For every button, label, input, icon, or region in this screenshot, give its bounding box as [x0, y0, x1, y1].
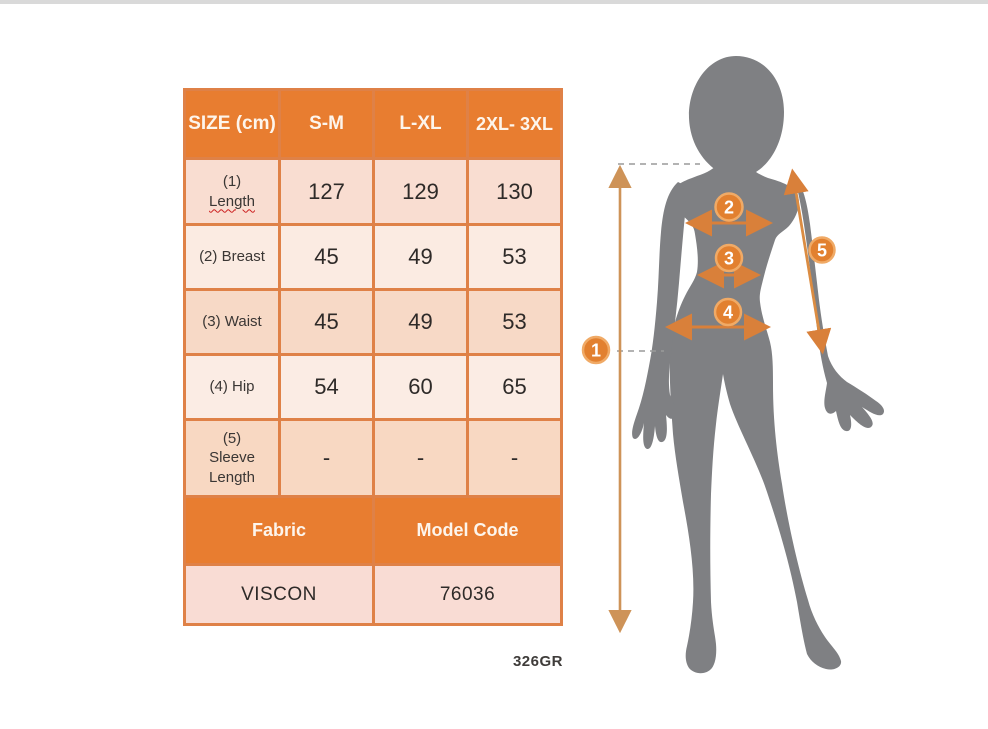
top-edge-divider	[0, 0, 988, 4]
marker-length: 1	[581, 335, 611, 365]
silhouette-right-arm	[795, 176, 885, 432]
sleeve-measure-arrow	[783, 168, 832, 355]
row-label-breast: (2) Breast	[183, 223, 281, 291]
color-code-label: 326GR	[512, 653, 563, 670]
sleeve-value-2xl3xl: -	[466, 418, 563, 498]
table-row-breast: (2) Breast 45 49 53	[183, 223, 563, 291]
svg-text:4: 4	[723, 303, 733, 323]
measurement-figure: 1 2 3 4 5	[575, 40, 980, 700]
row-label-hip: (4) Hip	[183, 353, 281, 421]
sleeve-value-lxl: -	[372, 418, 469, 498]
marker-breast: 2	[714, 192, 744, 222]
breast-value-sm: 45	[278, 223, 375, 291]
waist-value-sm: 45	[278, 288, 375, 356]
length-value-sm: 127	[278, 157, 375, 226]
row-label-waist: (3) Waist	[183, 288, 281, 356]
silhouette-head	[688, 56, 784, 178]
svg-text:3: 3	[724, 249, 734, 269]
breast-value-lxl: 49	[372, 223, 469, 291]
svg-text:5: 5	[817, 241, 827, 261]
hip-value-lxl: 60	[372, 353, 469, 421]
sleeve-value-sm: -	[278, 418, 375, 498]
svg-text:1: 1	[591, 341, 601, 361]
table-row-hip: (4) Hip 54 60 65	[183, 353, 563, 421]
table-row-length: (1) Length 127 129 130	[183, 157, 563, 226]
fabric-header: Fabric	[183, 495, 375, 566]
silhouette-left-arm	[632, 182, 686, 450]
svg-text:2: 2	[724, 198, 734, 218]
header-size-sm: S-M	[278, 88, 375, 160]
body-silhouette-icon	[632, 56, 885, 674]
row-label-sleeve-length: (5) Sleeve Length	[183, 418, 281, 498]
header-size-lxl: L-XL	[372, 88, 469, 160]
marker-sleeve: 5	[808, 236, 836, 264]
model-code-header: Model Code	[372, 495, 563, 566]
table-header-row: SIZE (cm) S-M L-XL 2XL- 3XL	[183, 88, 563, 160]
length-value-lxl: 129	[372, 157, 469, 226]
hip-value-2xl3xl: 65	[466, 353, 563, 421]
waist-value-lxl: 49	[372, 288, 469, 356]
table-row-sleeve-length: (5) Sleeve Length - - -	[183, 418, 563, 498]
table-footer-header-row: Fabric Model Code	[183, 495, 563, 566]
header-size-cm: SIZE (cm)	[183, 88, 281, 160]
silhouette-torso-legs	[669, 162, 842, 674]
model-code-value: 76036	[372, 563, 563, 626]
marker-hip: 4	[713, 297, 743, 327]
hip-value-sm: 54	[278, 353, 375, 421]
waist-value-2xl3xl: 53	[466, 288, 563, 356]
marker-waist: 3	[714, 243, 744, 273]
header-size-2xl3xl: 2XL- 3XL	[466, 88, 563, 160]
table-footer-value-row: VISCON 76036	[183, 563, 563, 626]
row-label-length: (1) Length	[183, 157, 281, 226]
fabric-value: VISCON	[183, 563, 375, 626]
breast-value-2xl3xl: 53	[466, 223, 563, 291]
size-chart-table: SIZE (cm) S-M L-XL 2XL- 3XL (1) Length 1…	[183, 88, 563, 626]
table-row-waist: (3) Waist 45 49 53	[183, 288, 563, 356]
length-value-2xl3xl: 130	[466, 157, 563, 226]
